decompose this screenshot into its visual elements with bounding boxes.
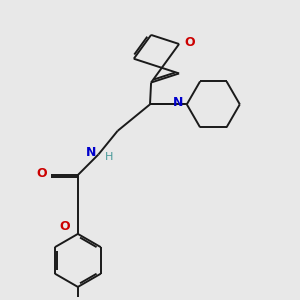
Text: O: O — [36, 167, 47, 180]
Text: O: O — [59, 220, 70, 233]
Text: N: N — [86, 146, 96, 159]
Text: O: O — [184, 36, 195, 49]
Text: H: H — [105, 152, 113, 162]
Text: N: N — [173, 95, 183, 109]
